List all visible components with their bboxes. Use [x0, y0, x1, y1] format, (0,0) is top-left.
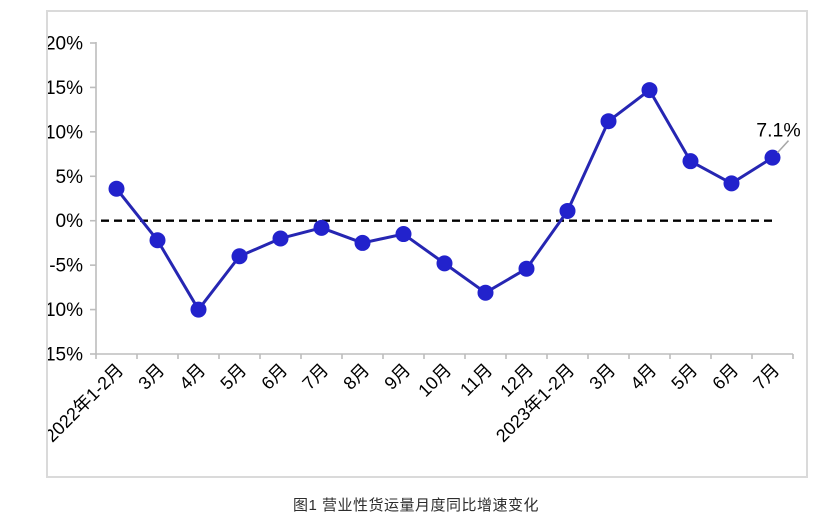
x-tick-label: 3月 [585, 360, 619, 394]
x-tick-label: 10月 [414, 360, 455, 401]
x-tick-label: 6月 [257, 360, 291, 394]
y-tick-label: 5% [56, 167, 84, 188]
y-tick-label: -10% [48, 300, 83, 321]
data-point [190, 301, 207, 318]
data-point [231, 248, 248, 265]
data-point [395, 226, 412, 243]
data-point [641, 82, 658, 99]
y-tick-label: 15% [48, 78, 83, 99]
chart-caption: 图1 营业性货运量月度同比增速变化 [292, 497, 539, 514]
data-point [764, 149, 781, 166]
x-tick-label: 3月 [134, 360, 168, 394]
annotation-leader-line [776, 140, 790, 154]
data-point [723, 175, 740, 192]
x-tick-label: 5月 [667, 360, 701, 394]
y-tick-label: -15% [48, 345, 83, 366]
x-tick-label: 6月 [708, 360, 742, 394]
x-tick-label: 7月 [749, 360, 783, 394]
data-point [682, 153, 699, 170]
trend-line [115, 88, 774, 312]
data-point [313, 219, 330, 236]
chart-svg: 20%15%10%5%0%-5%-10%-15%2022年1-2月3月4月5月6… [48, 34, 801, 446]
x-tick-label: 11月 [456, 360, 496, 400]
x-tick-label: 4月 [175, 360, 209, 394]
data-point [559, 202, 576, 219]
x-tick-label: 9月 [380, 360, 414, 394]
data-point [600, 113, 617, 130]
data-point [149, 232, 166, 249]
data-point [108, 180, 125, 197]
x-tick-label: 2022年1-2月 [48, 360, 127, 446]
data-point [354, 234, 371, 251]
data-label-annotation: 7.1% [756, 120, 800, 142]
y-tick-label: 0% [56, 211, 84, 232]
x-tick-label: 5月 [216, 360, 250, 394]
data-point [477, 284, 494, 301]
data-point [436, 255, 453, 272]
y-tick-label: 20% [48, 34, 83, 55]
y-tick-label: 10% [48, 122, 83, 143]
chart-frame: 20%15%10%5%0%-5%-10%-15%2022年1-2月3月4月5月6… [46, 10, 808, 478]
x-tick-label: 7月 [298, 360, 332, 394]
data-point [272, 230, 289, 247]
x-tick-label: 8月 [339, 360, 373, 394]
data-point [518, 260, 535, 277]
x-tick-label: 4月 [626, 360, 660, 394]
y-tick-label: -5% [49, 256, 83, 277]
